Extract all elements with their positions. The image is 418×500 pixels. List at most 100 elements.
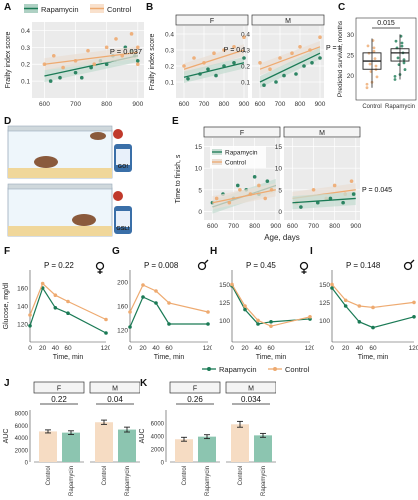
chart-b: F 0.1 0.2 0.3 0.4 600 700 800 900 M 0.1 0.2 0.3 0.4 60… [149, 14, 340, 108]
b1-fit-1 [259, 52, 321, 83]
diagram-d: GO! GSL! [7, 125, 132, 237]
h-pvalue: P = 0.45 [246, 261, 276, 270]
k-ytick-1: 2000 [151, 448, 165, 454]
f-ytick-2: 160 [17, 286, 28, 293]
b1-fit-0 [259, 46, 321, 70]
a-fit-1 [44, 51, 138, 65]
b0-point-1-6 [242, 56, 246, 60]
i-pvalue: P = 0.148 [346, 261, 381, 270]
e1-point-1-3 [341, 200, 345, 205]
e1-point-1-0 [299, 205, 303, 209]
k-strip-label-0: F [193, 386, 197, 393]
g-xlabel: Time, min [154, 354, 185, 361]
c-ytick-1: 25 [347, 52, 355, 59]
f-xtick-4: 120 [101, 345, 110, 352]
h-xtick-0: 0 [230, 345, 234, 352]
h-xtick-4: 120 [305, 345, 314, 352]
h-ytick-2: 150 [219, 282, 230, 289]
b1-xtick-1: 700 [275, 101, 286, 108]
b1-ytick-0: 0.1 [241, 80, 250, 87]
b1-point-0-3 [290, 51, 294, 55]
cage-bottom: GSL! [7, 183, 132, 237]
a-xtick-1: 700 [70, 101, 81, 108]
a-point-1-9 [129, 32, 134, 36]
e1-ytick-3: 15 [275, 144, 283, 151]
h-sex-icon [299, 261, 309, 271]
j-ylabel: AUC [3, 429, 10, 444]
b0-point-0-4 [222, 48, 226, 52]
b1-point-1-5 [310, 61, 314, 65]
g-sex-icon-arrow [204, 259, 209, 264]
phone-bottom-text: GSL! [116, 226, 129, 232]
panel-letter-b: B [146, 2, 154, 13]
h-point-0-3 [269, 320, 273, 324]
c-point-0-11 [365, 82, 369, 86]
i-point-0-4 [412, 315, 416, 319]
j-xtick-0-1: Rapamycin [69, 466, 75, 496]
stop-sign-top [113, 129, 123, 139]
e0-point-1-0 [214, 196, 219, 201]
e0-xtick-0: 600 [207, 223, 218, 230]
b0-point-0-1 [192, 56, 196, 60]
i-xtick-3: 60 [369, 345, 377, 352]
a-ytick-1: 0.2 [21, 62, 30, 69]
k-bar-1-0 [231, 424, 249, 462]
i-sex-icon-arrow [410, 259, 415, 264]
i-point-1-4 [412, 300, 416, 305]
c-point-1-0 [393, 78, 397, 81]
b-strip-label-0: F [210, 18, 214, 25]
e-strip-1 [283, 126, 361, 138]
c-point-0-12 [374, 64, 378, 68]
e0-xtick-2: 800 [249, 223, 260, 230]
b0-point-1-3 [214, 73, 218, 78]
c-point-1-6 [403, 68, 407, 71]
g-point-0-0 [128, 325, 132, 329]
b0-xtick-2: 800 [219, 101, 230, 108]
j-strip-label-0: F [57, 386, 61, 393]
e-legend-bg [210, 146, 266, 168]
e1-xtick-3: 900 [350, 223, 361, 230]
g-ytick-2: 200 [117, 280, 128, 287]
a-point-0-1 [58, 75, 62, 80]
c-point-0-7 [373, 57, 377, 61]
e0-point-0-3 [235, 183, 240, 188]
e1-point-0-5 [349, 179, 354, 183]
legend-glucose-dot-rapamycin [207, 367, 211, 371]
e-legend-label-rapamycin: Rapamycin [225, 150, 258, 157]
j-bar-1-1 [118, 429, 136, 462]
e1-point-0-1 [311, 187, 316, 192]
a-point-1-2 [61, 65, 65, 70]
b1-point-0-1 [268, 67, 272, 71]
b0-point-0-0 [182, 64, 186, 68]
i-sex-icon [403, 261, 413, 271]
i-point-1-2 [357, 304, 362, 308]
a-point-1-7 [114, 37, 118, 41]
i-point-1-0 [330, 282, 334, 287]
chart-a: 0.1 0.2 0.3 0.4 600 700 800 900 Frailty index sc… [5, 22, 144, 108]
b0-ytick-2: 0.3 [165, 48, 174, 55]
g-xtick-1: 20 [139, 345, 147, 352]
e1-point-1-1 [315, 200, 320, 205]
i-xtick-2: 40 [356, 345, 364, 352]
j-xtick-1-1: Rapamycin [125, 466, 131, 496]
e0-point-1-4 [257, 183, 261, 188]
chart-e: F 0 5 10 15 600 700 800 900 M 0 5 10 15 600 700 800 900 Ti… [175, 126, 392, 242]
j-bar-0-1 [62, 432, 80, 462]
c-xtick-1: Rapamycin [385, 104, 415, 110]
e0-point-1-2 [238, 187, 242, 192]
i-point-0-1 [343, 304, 348, 308]
a-xtick-0: 600 [39, 101, 50, 108]
g-ytick-0: 120 [117, 328, 128, 335]
h-point-0-2 [256, 322, 260, 326]
mouse-top-1 [34, 156, 58, 168]
b0-ytick-3: 0.4 [165, 32, 174, 39]
c-pvalue: 0.015 [377, 20, 395, 27]
chart-c: 20 25 30 Control Rapamycin 0.015 Predicted sur… [337, 17, 417, 110]
c-point-1-1 [402, 61, 406, 65]
e-pvalue: P = 0.045 [362, 187, 392, 194]
g-ytick-1: 160 [117, 304, 128, 311]
c-point-0-4 [368, 62, 372, 66]
a-ytick-2: 0.3 [21, 45, 30, 52]
b1-point-1-2 [282, 73, 286, 78]
g-xtick-4: 120 [203, 345, 212, 352]
